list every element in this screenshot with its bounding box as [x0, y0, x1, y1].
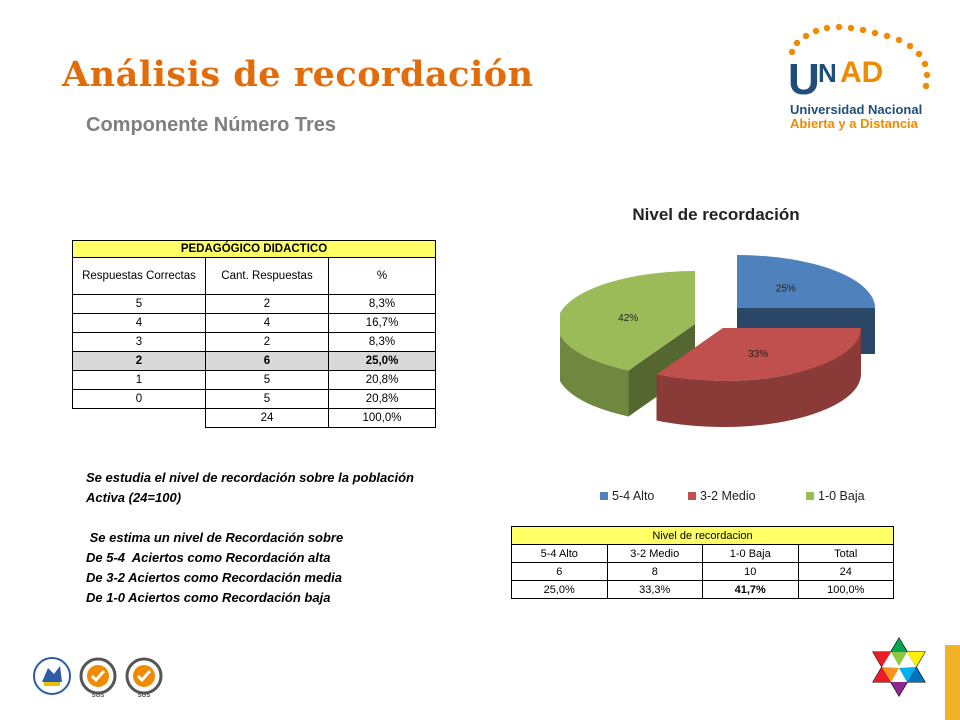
table-cell: 24	[205, 408, 329, 428]
table-row: 6 8 10 24	[511, 562, 894, 581]
table-cell: 8	[606, 562, 703, 581]
table1-title: PEDAGÓGICO DIDACTICO	[72, 240, 436, 258]
pie-data-label: 42%	[618, 313, 638, 324]
table-cell: 8,3%	[328, 332, 436, 352]
pie-data-label: 33%	[748, 349, 768, 360]
table-cell: 0	[72, 389, 206, 409]
recall-pie-chart: Nivel de recordación 42% 25% 33% 5-4 Alto 3-2…	[557, 190, 920, 520]
table-cell: 2	[205, 332, 329, 352]
legend-swatch	[600, 492, 608, 500]
table-row: 4 4 16,7%	[72, 313, 436, 333]
table-cell: 20,8%	[328, 370, 436, 390]
table-cell: 3-2 Medio	[606, 544, 703, 563]
pie-slice-side	[656, 328, 861, 427]
legend-swatch	[806, 492, 814, 500]
accent-bar	[945, 645, 960, 720]
table-row: 25,0% 33,3% 41,7% 100,0%	[511, 580, 894, 599]
note-line: Se estima un nivel de Recordación sobre	[86, 530, 344, 545]
certification-logos: SGS SGS	[30, 652, 170, 700]
table-cell: 24	[797, 562, 894, 581]
table-row: 5-4 Alto 3-2 Medio 1-0 Baja Total	[511, 544, 894, 563]
table2-title: Nivel de recordacion	[511, 526, 894, 545]
note-line: De 3-2 Aciertos como Recordación media	[86, 570, 342, 585]
table-cell: 20,8%	[328, 389, 436, 409]
table-cell: 4	[72, 313, 206, 333]
legend-label: 3-2 Medio	[700, 489, 756, 503]
table-cell: 4	[205, 313, 329, 333]
logo-line1: Universidad Nacional	[790, 102, 922, 117]
legend-swatch	[688, 492, 696, 500]
table1-header: Cant. Respuestas	[205, 257, 329, 295]
table-row: 0 5 20,8%	[72, 389, 436, 409]
table-cell: 8,3%	[328, 294, 436, 314]
table-cell: 100,0%	[797, 580, 894, 599]
table-row: 5 2 8,3%	[72, 294, 436, 314]
table-cell: Total	[797, 544, 894, 563]
svg-text:AD: AD	[840, 56, 883, 89]
svg-text:U: U	[788, 55, 820, 104]
table-cell: 2	[72, 351, 206, 371]
note-line: De 1-0 Aciertos como Recordación baja	[86, 590, 331, 605]
table-cell: 1-0 Baja	[702, 544, 799, 563]
pie-slice	[557, 271, 695, 371]
svg-text:N: N	[818, 58, 837, 88]
table-row-total: 24 100,0%	[73, 408, 436, 428]
pie-slice-side	[557, 324, 629, 417]
table-cell: 25,0%	[511, 580, 608, 599]
table-cell: 3	[72, 332, 206, 352]
page-title: Análisis de recordación	[62, 54, 534, 95]
table-cell: 33,3%	[606, 580, 703, 599]
table-cell: 6	[511, 562, 608, 581]
certification-seal-icon: SGS	[125, 657, 163, 699]
notes-block: Se estudia el nivel de recordación sobre…	[86, 468, 466, 608]
table-cell: 5	[205, 389, 329, 409]
cert-label: SGS	[138, 693, 151, 699]
table-cell: 10	[702, 562, 799, 581]
table-cell: 5-4 Alto	[511, 544, 608, 563]
certification-seal-icon: SGS	[79, 657, 117, 699]
table-cell: 41,7%	[702, 580, 799, 599]
table-cell: 5	[72, 294, 206, 314]
table-row: 3 2 8,3%	[72, 332, 436, 352]
note-line: Activa (24=100)	[86, 490, 182, 505]
cert-label: SGS	[92, 693, 105, 699]
table-cell: 5	[205, 370, 329, 390]
table-cell: 25,0%	[328, 351, 436, 371]
table-cell: 1	[72, 370, 206, 390]
legend-label: 1-0 Baja	[818, 489, 865, 503]
note-line: De 5-4 Aciertos como Recordación alta	[86, 550, 331, 565]
pie-data-label: 25%	[776, 283, 796, 294]
table-cell: 16,7%	[328, 313, 436, 333]
star-logo-icon	[868, 636, 930, 698]
logo-line2: Abierta y a Distancia	[790, 116, 919, 131]
pie-slice	[737, 255, 875, 308]
table-cell: 2	[205, 294, 329, 314]
colombia-seal-icon	[33, 657, 71, 695]
table1-header: Respuestas Correctas	[72, 257, 206, 295]
pie-slice-wall	[628, 324, 695, 417]
table-row: 1 5 20,8%	[72, 370, 436, 390]
pie-slice	[656, 328, 861, 381]
table-cell: 100,0%	[328, 408, 436, 428]
legend-label: 5-4 Alto	[612, 489, 654, 503]
pedagogico-table: PEDAGÓGICO DIDACTICO Respuestas Correcta…	[72, 240, 436, 428]
nivel-table: Nivel de recordacion 5-4 Alto 3-2 Medio …	[511, 526, 894, 599]
empty-cell	[73, 409, 206, 428]
note-line: Se estudia el nivel de recordación sobre…	[86, 470, 414, 485]
table1-header: %	[328, 257, 436, 295]
page-subtitle: Componente Número Tres	[86, 114, 337, 136]
unad-logo: U N AD Universidad Nacional Abierta y a …	[784, 22, 934, 140]
table-cell: 6	[205, 351, 329, 371]
chart-title: Nivel de recordación	[632, 205, 799, 224]
table-row-highlighted: 2 6 25,0%	[72, 351, 436, 371]
